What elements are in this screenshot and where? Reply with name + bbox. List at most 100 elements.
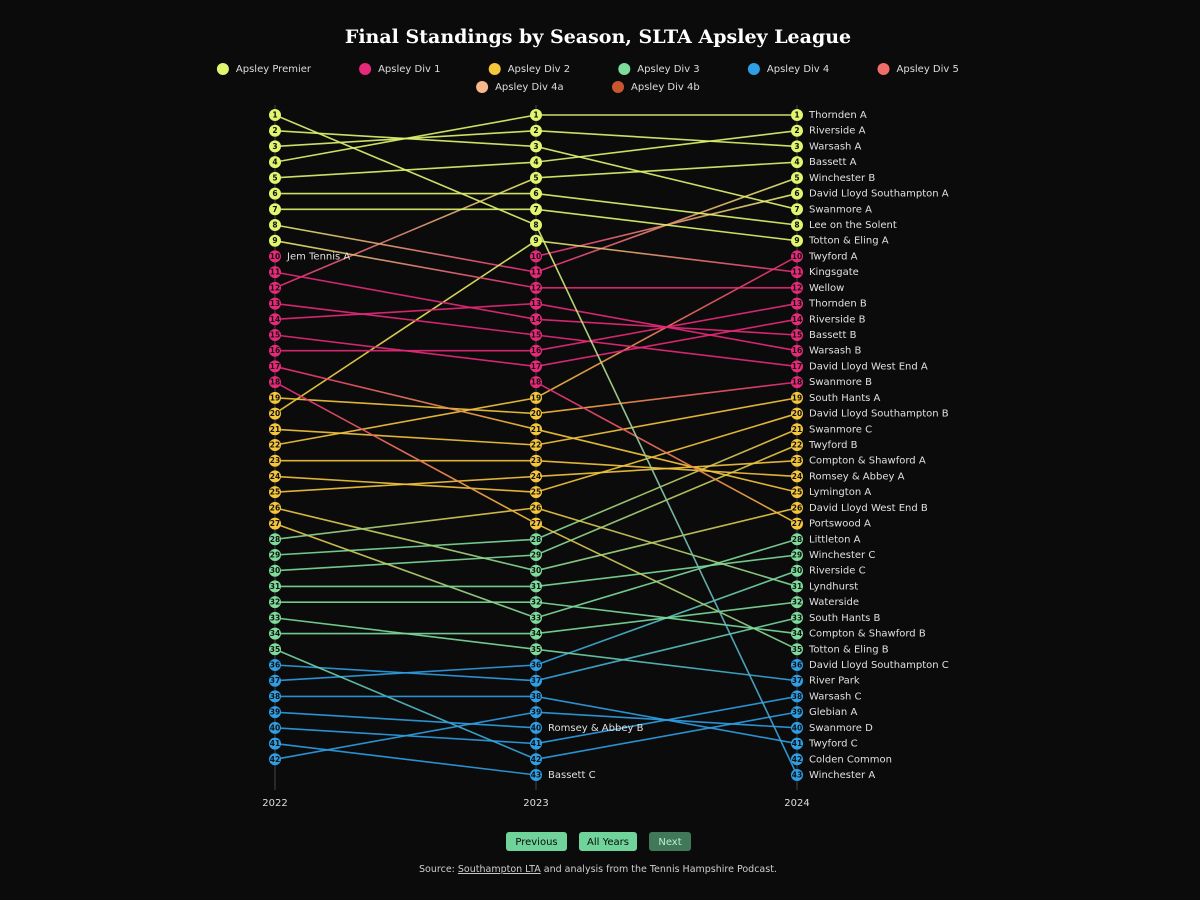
- rank-label: 4: [794, 158, 799, 167]
- legend-label: Apsley Div 4a: [495, 82, 563, 93]
- team-name: Twyford C: [808, 739, 858, 750]
- rank-node: [269, 266, 281, 279]
- standing-line: [535, 459, 798, 478]
- rank-node: [791, 596, 803, 609]
- rank-label: 41: [270, 739, 280, 748]
- rank-label: 6: [533, 189, 538, 198]
- rank-node: [269, 423, 281, 436]
- rank-node: [791, 156, 803, 169]
- rank-label: 38: [270, 692, 280, 701]
- team-name: David Lloyd Southampton A: [809, 189, 949, 200]
- team-name: Glebian A: [809, 707, 857, 718]
- rank-node: [530, 454, 542, 467]
- rank-node: [269, 533, 281, 546]
- standing-line: [535, 695, 798, 745]
- standing-line: [535, 239, 798, 273]
- rank-label: 27: [270, 519, 280, 528]
- rank-node: [269, 753, 281, 766]
- rank-label: 39: [792, 708, 802, 717]
- rank-label: 38: [531, 692, 541, 701]
- rank-node: [530, 643, 542, 656]
- standing-line: [535, 145, 798, 211]
- rank-node: [530, 439, 542, 451]
- standing-line: [535, 397, 798, 446]
- team-name: Wellow: [809, 283, 844, 294]
- rank-label: 20: [792, 409, 802, 418]
- rank-node: [269, 643, 281, 656]
- standing-line: [274, 428, 537, 446]
- team-name: Winchester B: [809, 173, 875, 184]
- previous-button[interactable]: [506, 832, 567, 851]
- standing-line: [535, 318, 798, 368]
- rank-label: 37: [792, 676, 802, 685]
- rank-node: [791, 470, 803, 483]
- rank-node: [530, 171, 542, 184]
- rank-label: 15: [531, 331, 541, 340]
- rank-node: [791, 313, 803, 326]
- standing-line: [274, 177, 537, 289]
- standing-line: [274, 397, 537, 446]
- legend-label: Apsley Div 3: [637, 64, 699, 75]
- rank-node: [791, 674, 803, 687]
- team-name: David Lloyd West End B: [809, 503, 928, 514]
- rank-node: [791, 564, 803, 577]
- standing-line: [274, 711, 537, 761]
- rank-node: [269, 470, 281, 483]
- rank-label: 16: [792, 346, 802, 355]
- rank-label: 24: [531, 472, 541, 481]
- rank-node: [791, 281, 803, 294]
- all-years-button[interactable]: [579, 832, 637, 851]
- rank-label: 1: [533, 111, 538, 120]
- rank-node: [791, 297, 803, 310]
- team-name: South Hants B: [809, 613, 881, 624]
- team-name: Compton & Shawford B: [809, 629, 926, 640]
- rank-node: [791, 501, 803, 514]
- rank-label: 17: [792, 362, 802, 371]
- previous-label[interactable]: Previous: [515, 837, 557, 848]
- rank-node: [530, 533, 542, 546]
- rank-label: 4: [272, 158, 277, 167]
- rank-label: 20: [531, 409, 541, 418]
- rank-label: 9: [794, 236, 799, 245]
- legend: Apsley Premier Apsley Div 1 Apsley Div 2 Ap…: [216, 63, 959, 93]
- rank-label: 29: [792, 551, 802, 560]
- rank-label: 23: [531, 456, 541, 465]
- rank-label: 10: [792, 252, 802, 261]
- rank-label: 26: [792, 503, 802, 512]
- rank-label: 21: [792, 425, 802, 434]
- rank-label: 4: [533, 158, 538, 167]
- rank-node: [269, 549, 281, 561]
- rank-label: 31: [270, 582, 280, 591]
- rank-label: 41: [531, 739, 541, 748]
- legend-swatch: [359, 63, 372, 75]
- rank-node: [269, 674, 281, 687]
- rank-label: 21: [531, 425, 541, 434]
- rank-label: 36: [531, 661, 541, 670]
- legend-swatch: [612, 81, 624, 93]
- standing-line: [535, 428, 798, 493]
- legend-swatch: [618, 63, 631, 75]
- rank-label: 27: [792, 519, 802, 528]
- rank-label: 28: [270, 535, 280, 544]
- rank-node: [269, 564, 281, 577]
- team-name: Swanmore C: [809, 424, 872, 435]
- rank-node: [791, 329, 803, 341]
- rank-node: [530, 266, 542, 279]
- rank-node: [791, 643, 803, 656]
- source: Source: Southampton LTA and analysis fro…: [419, 864, 777, 875]
- rank-node: [791, 124, 803, 137]
- standing-line: [535, 381, 798, 525]
- rank-label: 34: [531, 629, 541, 638]
- rank-label: 32: [531, 598, 541, 607]
- rank-node: [530, 580, 542, 593]
- standing-line: [535, 334, 798, 368]
- team-name: Twyford A: [808, 251, 858, 262]
- rank-node: [791, 109, 803, 121]
- rank-node: [269, 344, 281, 357]
- all-years-label[interactable]: All Years: [587, 837, 629, 848]
- rank-label: 37: [531, 676, 541, 685]
- source-link[interactable]: Southampton LTA: [458, 864, 541, 875]
- rank-node: [530, 124, 542, 137]
- rank-label: 28: [792, 535, 802, 544]
